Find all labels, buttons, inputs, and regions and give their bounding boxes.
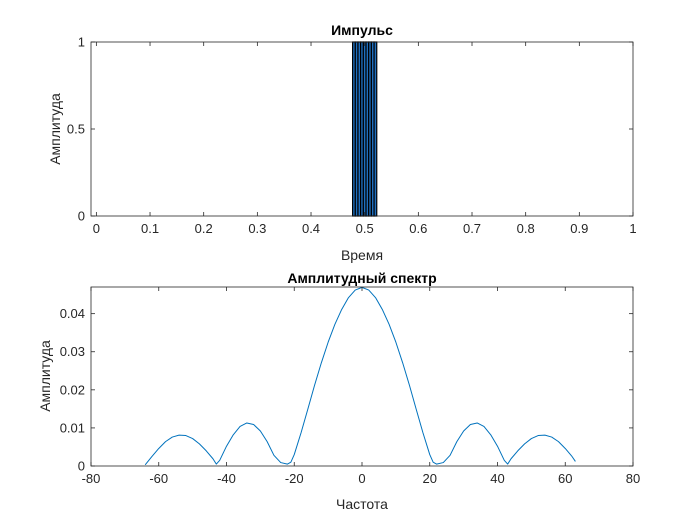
spectrum-x-ticks: -80 -60 -40 -20 0 20 40 60 80: [82, 287, 640, 486]
spectrum-y-tick-label: 0.01: [60, 420, 85, 435]
pulse-x-tick-label: 0.8: [517, 221, 535, 236]
spectrum-plot-area: [91, 287, 633, 466]
pulse-title: Импульс: [331, 22, 393, 38]
pulse-x-tick-label: 0.1: [141, 221, 159, 236]
spectrum-x-tick-label: 80: [626, 471, 640, 486]
pulse-x-tick-label: 0.2: [195, 221, 213, 236]
pulse-x-tick-label: 0.4: [302, 221, 320, 236]
pulse-bar: [373, 41, 378, 217]
pulse-y-tick-label: 0: [78, 209, 85, 224]
pulse-x-tick-label: 0.3: [248, 221, 266, 236]
pulse-y-ticks: 00.51: [67, 35, 633, 224]
spectrum-y-tick-label: 0.04: [60, 306, 85, 321]
pulse-axes: 0 0.1 0.2 0.3 0.4 0.5 0.6 0.7 0.8 0.9 1 00.51 Импу…: [47, 22, 637, 263]
spectrum-x-tick-label: 0: [358, 471, 365, 486]
pulse-x-label: Время: [341, 247, 383, 263]
pulse-y-label: Амплитуда: [47, 93, 63, 165]
spectrum-x-tick-label: -60: [149, 471, 168, 486]
spectrum-axes: -80 -60 -40 -20 0 20 40 60 80 00.010.020.030.04 …: [37, 270, 640, 512]
pulse-x-ticks: 0 0.1 0.2 0.3 0.4 0.5 0.6 0.7 0.8 0.9 1: [93, 42, 637, 236]
spectrum-y-ticks: 0 0.01 0.02 0.03 0.04: [60, 306, 633, 474]
pulse-y-tick-label: 1: [78, 35, 85, 50]
pulse-x-tick-label: 0.7: [463, 221, 481, 236]
spectrum-title: Амплитудный спектр: [287, 270, 436, 286]
spectrum-y-label: Амплитуда: [37, 340, 53, 412]
pulse-x-tick-label: 0.9: [570, 221, 588, 236]
spectrum-x-tick-label: -80: [82, 471, 101, 486]
spectrum-x-tick-label: 60: [558, 471, 572, 486]
spectrum-x-tick-label: 40: [490, 471, 504, 486]
pulse-x-tick-label: 0: [93, 221, 100, 236]
spectrum-y-tick-label: 0.02: [60, 382, 85, 397]
spectrum-x-tick-label: 20: [423, 471, 437, 486]
spectrum-x-label: Частота: [336, 496, 388, 512]
pulse-x-tick-label: 1: [629, 221, 636, 236]
pulse-bars: [352, 41, 378, 217]
spectrum-y-tick-label: 0.03: [60, 344, 85, 359]
pulse-x-tick-label: 0.5: [356, 221, 374, 236]
spectrum-y-tick-label: 0: [78, 459, 85, 474]
spectrum-x-tick-label: -20: [285, 471, 304, 486]
pulse-y-tick-label: 0.5: [67, 122, 85, 137]
pulse-x-tick-label: 0.6: [409, 221, 427, 236]
spectrum-x-tick-label: -40: [217, 471, 236, 486]
